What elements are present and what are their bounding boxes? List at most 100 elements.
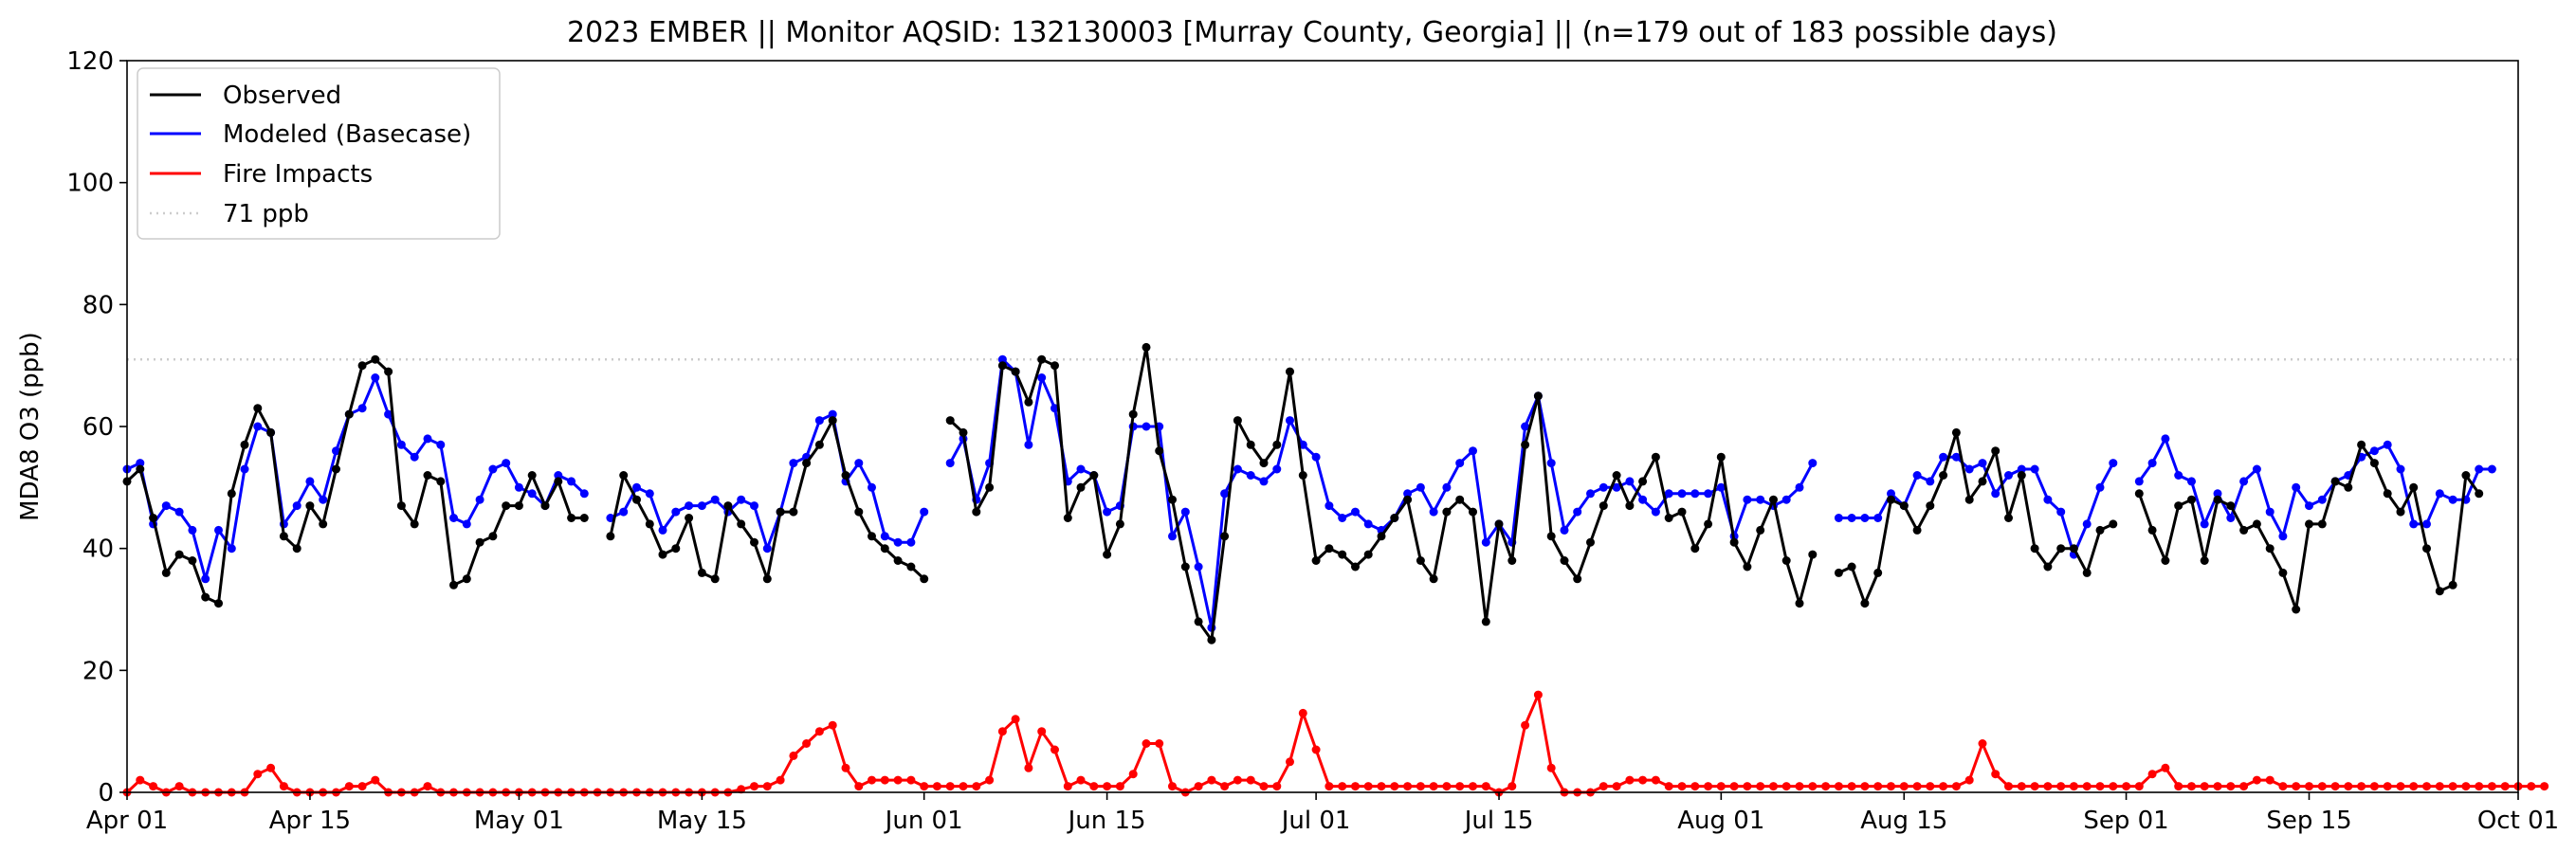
- data-point: [1272, 440, 1282, 449]
- legend: Observed Modeled (Basecase) Fire Impacts…: [137, 67, 501, 240]
- data-point: [344, 782, 354, 791]
- data-point: [344, 409, 354, 419]
- data-point: [174, 507, 184, 517]
- data-point: [2030, 464, 2039, 474]
- data-point: [2252, 464, 2261, 474]
- data-point: [449, 580, 458, 590]
- data-point: [2487, 782, 2496, 791]
- series-line: [1838, 455, 2115, 556]
- data-point: [1586, 537, 1595, 547]
- y-axis-label: MDA8 O3 (ppb): [16, 332, 45, 521]
- data-point: [279, 532, 288, 541]
- data-point: [828, 416, 837, 426]
- data-point: [1455, 459, 1465, 468]
- data-point: [789, 459, 798, 468]
- data-point: [1024, 440, 1033, 449]
- data-point: [1363, 519, 1373, 529]
- data-point: [1259, 782, 1269, 791]
- data-point: [1887, 489, 1895, 499]
- data-point: [2174, 501, 2183, 511]
- data-point: [2226, 501, 2236, 511]
- data-point: [619, 471, 629, 480]
- data-point: [1180, 562, 1190, 572]
- data-point: [2147, 459, 2157, 468]
- series-line: [2138, 437, 2493, 538]
- data-point: [410, 452, 419, 462]
- data-point: [2161, 556, 2170, 565]
- data-point: [2292, 605, 2301, 614]
- data-point: [2017, 471, 2026, 480]
- data-point: [1978, 739, 1987, 748]
- data-point: [2435, 587, 2444, 596]
- data-point: [2056, 782, 2066, 791]
- data-point: [1338, 514, 1347, 522]
- data-point: [2004, 782, 2013, 791]
- x-tick-label: Jul 15: [1463, 807, 1534, 835]
- data-point: [502, 459, 511, 468]
- data-point: [1899, 782, 1909, 791]
- data-point: [1246, 440, 1255, 449]
- data-point: [932, 782, 941, 791]
- data-point: [1795, 482, 1804, 492]
- data-point: [396, 501, 406, 511]
- data-point: [880, 775, 889, 785]
- x-tick-label: Apr 15: [269, 807, 351, 835]
- data-point: [357, 361, 367, 371]
- data-point: [906, 775, 916, 785]
- data-point: [1442, 482, 1452, 492]
- data-point: [1115, 519, 1124, 529]
- data-point: [2461, 782, 2471, 791]
- data-point: [1808, 550, 1818, 559]
- series-line: [1837, 430, 2114, 606]
- data-point: [1951, 782, 1961, 791]
- data-point: [2278, 568, 2288, 577]
- data-point: [2109, 782, 2118, 791]
- data-point: [1390, 514, 1399, 522]
- data-point: [2330, 477, 2340, 486]
- data-point: [462, 574, 471, 584]
- data-point: [906, 537, 916, 547]
- data-point: [854, 782, 864, 791]
- data-point: [2448, 495, 2457, 504]
- data-point: [1651, 775, 1660, 785]
- data-point: [1939, 782, 1948, 791]
- data-point: [371, 354, 380, 364]
- data-point: [266, 427, 276, 437]
- data-point: [1351, 507, 1360, 517]
- data-point: [2265, 775, 2275, 785]
- data-point: [410, 519, 419, 529]
- data-point: [1142, 739, 1151, 748]
- data-point: [1272, 464, 1282, 474]
- data-point: [357, 782, 367, 791]
- data-point: [1834, 514, 1843, 522]
- data-point: [2043, 782, 2053, 791]
- data-point: [802, 459, 812, 468]
- data-point: [985, 482, 995, 492]
- data-point: [1325, 544, 1334, 554]
- data-point: [357, 404, 367, 413]
- data-point: [1873, 514, 1883, 522]
- data-point: [1142, 422, 1151, 431]
- data-point: [632, 482, 641, 492]
- data-point: [945, 459, 955, 468]
- data-point: [371, 775, 380, 785]
- data-point: [1390, 782, 1399, 791]
- data-point: [1704, 519, 1713, 529]
- legend-label-modeled: Modeled (Basecase): [223, 120, 471, 149]
- data-point: [292, 544, 301, 554]
- x-tick-label: May 01: [474, 807, 564, 835]
- y-axis: 0 20 40 60 80 100 120: [66, 47, 127, 808]
- y-tick-label: 80: [82, 291, 114, 319]
- data-point: [1664, 782, 1673, 791]
- data-point: [371, 373, 380, 382]
- data-point: [1638, 495, 1648, 504]
- data-point: [2357, 782, 2366, 791]
- data-point: [920, 574, 929, 584]
- data-point: [2095, 782, 2105, 791]
- data-point: [1716, 482, 1726, 492]
- data-point: [384, 367, 393, 376]
- data-point: [2004, 514, 2013, 522]
- data-point: [1246, 471, 1255, 480]
- data-point: [2187, 477, 2196, 486]
